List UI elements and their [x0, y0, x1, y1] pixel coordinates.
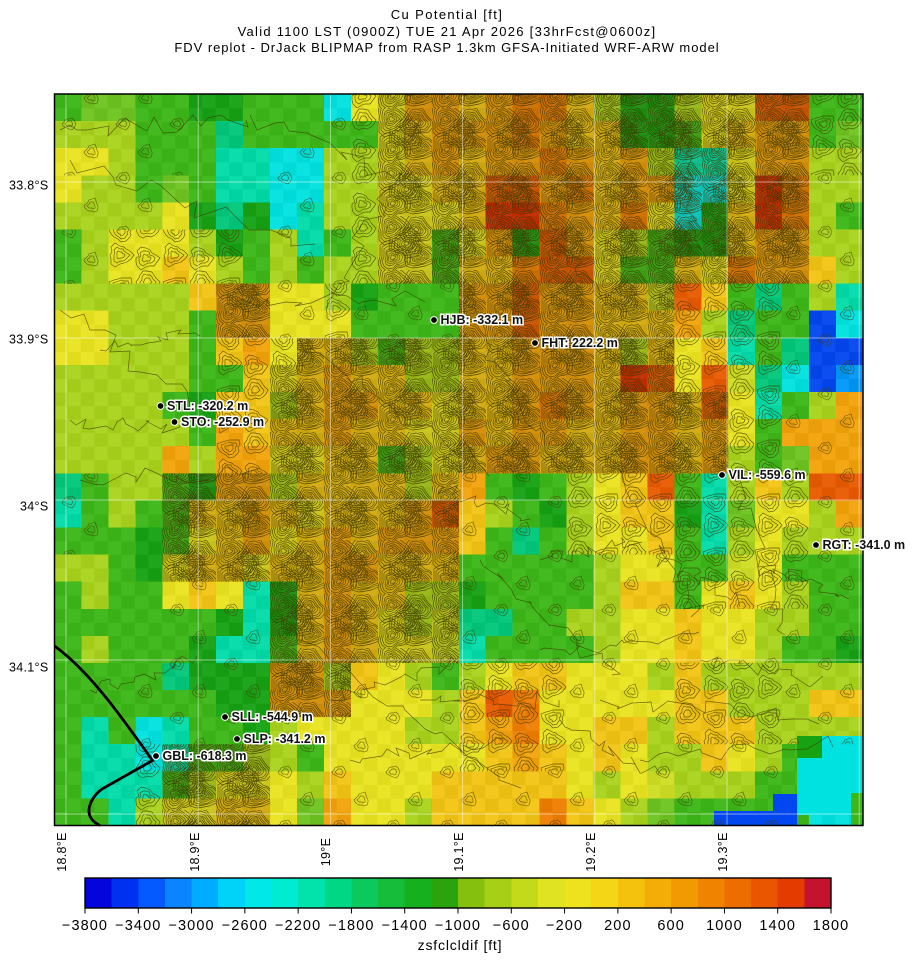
svg-text:HJB: -332.1 m: HJB: -332.1 m: [441, 313, 524, 327]
svg-text:−3000: −3000: [168, 918, 214, 934]
svg-text:18.9°E: 18.9°E: [188, 832, 202, 871]
svg-text:600: 600: [657, 918, 685, 934]
svg-text:STO: -252.9 m: STO: -252.9 m: [181, 415, 264, 429]
svg-text:19°E: 19°E: [319, 838, 333, 866]
svg-text:VIL: -559.6 m: VIL: -559.6 m: [729, 468, 806, 482]
svg-text:1800: 1800: [813, 918, 850, 934]
svg-text:−200: −200: [546, 918, 583, 934]
svg-text:−2600: −2600: [222, 918, 268, 934]
svg-text:−1000: −1000: [435, 918, 481, 934]
svg-text:−3800: −3800: [62, 918, 108, 934]
svg-text:−600: −600: [493, 918, 530, 934]
svg-text:FHT: 222.2 m: FHT: 222.2 m: [542, 336, 618, 350]
svg-text:GBL: -618.3 m: GBL: -618.3 m: [163, 749, 247, 763]
svg-text:−1400: −1400: [382, 918, 428, 934]
svg-text:−3400: −3400: [115, 918, 161, 934]
svg-text:33.8°S: 33.8°S: [9, 178, 48, 192]
svg-text:SLL: -544.9 m: SLL: -544.9 m: [232, 710, 313, 724]
svg-text:−2200: −2200: [275, 918, 321, 934]
svg-text:34°S: 34°S: [20, 499, 48, 513]
svg-text:200: 200: [604, 918, 632, 934]
svg-text:18.8°E: 18.8°E: [55, 832, 69, 871]
svg-text:19.2°E: 19.2°E: [584, 832, 598, 871]
svg-text:1400: 1400: [759, 918, 796, 934]
svg-text:STL: -320.2 m: STL: -320.2 m: [167, 399, 248, 413]
svg-text:33.9°S: 33.9°S: [9, 332, 48, 346]
svg-text:19.1°E: 19.1°E: [452, 832, 466, 871]
svg-text:SLP: -341.2 m: SLP: -341.2 m: [244, 732, 326, 746]
svg-text:zsfclcldif [ft]: zsfclcldif [ft]: [418, 937, 503, 953]
svg-text:1000: 1000: [706, 918, 743, 934]
svg-text:−1800: −1800: [328, 918, 374, 934]
svg-text:34.1°S: 34.1°S: [9, 660, 48, 674]
svg-text:19.3°E: 19.3°E: [716, 832, 730, 871]
svg-text:RGT: -341.0 m: RGT: -341.0 m: [823, 538, 906, 552]
